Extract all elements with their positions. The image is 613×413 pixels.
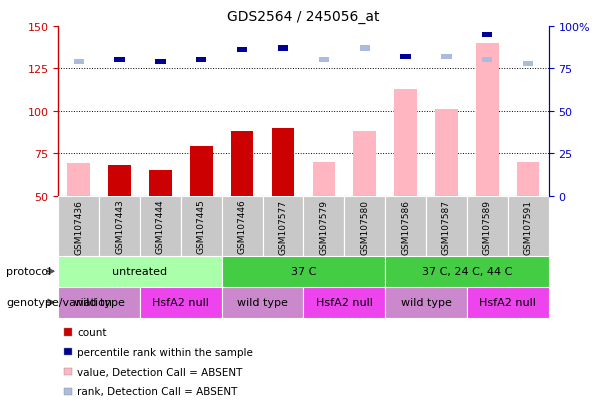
Bar [140,287,222,318]
Bar [99,196,140,256]
Text: GSM107445: GSM107445 [197,199,206,254]
Bar [508,196,549,256]
Text: GSM107446: GSM107446 [238,199,246,254]
Bar [303,196,345,256]
Bar [467,196,508,256]
Title: GDS2564 / 245056_at: GDS2564 / 245056_at [227,10,379,24]
Text: count: count [77,327,107,337]
Bar [303,287,385,318]
Bar [222,196,262,256]
Text: GSM107587: GSM107587 [442,199,451,254]
Bar [262,196,303,256]
Text: GSM107586: GSM107586 [401,199,410,254]
Bar [190,147,213,196]
Bar [140,196,181,256]
Bar [523,62,533,66]
Bar [181,196,222,256]
Bar [354,132,376,196]
Bar [441,55,452,60]
Text: protocol: protocol [6,266,51,277]
Bar [231,132,253,196]
Bar [400,55,411,60]
Bar [67,164,90,196]
Text: wild type: wild type [237,297,288,308]
Bar [394,90,417,196]
Bar [385,287,467,318]
Bar [155,60,166,65]
Bar [476,44,498,196]
Text: HsfA2 null: HsfA2 null [316,297,373,308]
Bar [435,110,458,196]
Text: wild type: wild type [74,297,124,308]
Text: GSM107577: GSM107577 [278,199,287,254]
Text: GSM107579: GSM107579 [319,199,329,254]
Bar [74,60,84,65]
Text: HsfA2 null: HsfA2 null [153,297,209,308]
Bar [149,171,172,196]
Bar [385,196,426,256]
Bar [58,287,140,318]
Text: untreated: untreated [112,266,167,277]
Text: percentile rank within the sample: percentile rank within the sample [77,347,253,357]
Text: GSM107444: GSM107444 [156,199,165,254]
Bar [426,196,467,256]
Bar [319,58,329,63]
Text: wild type: wild type [401,297,451,308]
Bar [313,162,335,196]
Bar [115,58,124,63]
Bar [400,55,411,60]
Text: GSM107580: GSM107580 [360,199,369,254]
Bar [222,256,385,287]
Bar [237,48,247,53]
Text: 37 C: 37 C [291,266,316,277]
Bar [385,256,549,287]
Text: GSM107589: GSM107589 [483,199,492,254]
Bar [360,46,370,51]
Bar [222,287,303,318]
Text: GSM107443: GSM107443 [115,199,124,254]
Text: rank, Detection Call = ABSENT: rank, Detection Call = ABSENT [77,387,237,396]
Text: 37 C, 24 C, 44 C: 37 C, 24 C, 44 C [422,266,512,277]
Text: GSM107591: GSM107591 [524,199,533,254]
Bar [58,256,222,287]
Bar [272,128,294,196]
Text: GSM107436: GSM107436 [74,199,83,254]
Text: value, Detection Call = ABSENT: value, Detection Call = ABSENT [77,367,242,377]
Bar [278,46,288,51]
Bar [517,162,539,196]
Text: genotype/variation: genotype/variation [6,297,112,308]
Bar [482,58,492,63]
Text: HsfA2 null: HsfA2 null [479,297,536,308]
Bar [482,33,492,38]
Bar [58,196,99,256]
Bar [467,287,549,318]
Bar [345,196,385,256]
Bar [109,166,131,196]
Bar [196,58,207,63]
